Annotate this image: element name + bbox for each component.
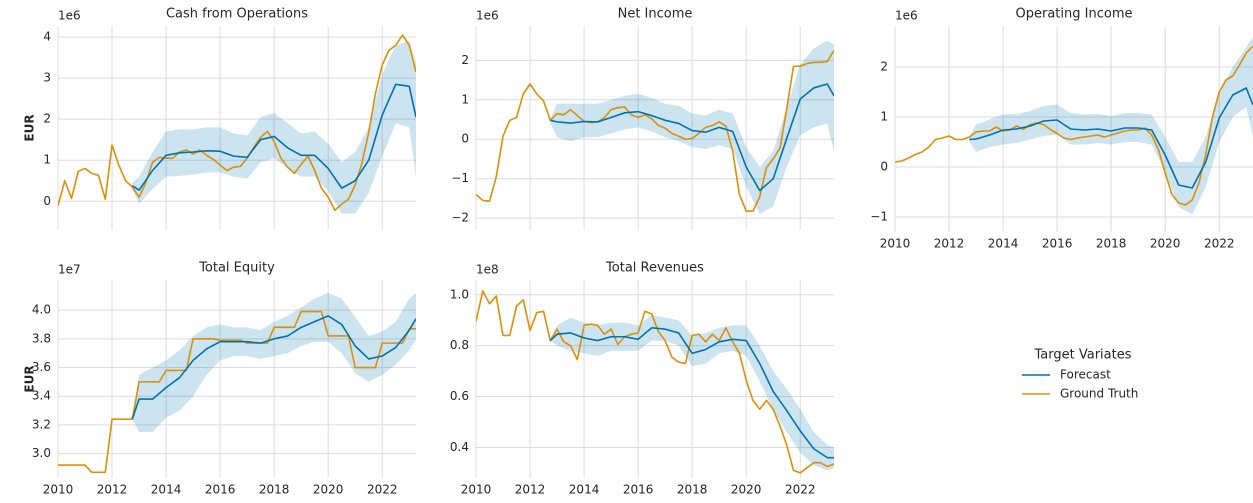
y-tick-label: 0.6 [450, 389, 469, 403]
x-tick-label: 2012 [934, 237, 965, 251]
x-tick-label: 2010 [43, 483, 74, 497]
offset-text: 1e7 [58, 263, 81, 277]
x-tick-label: 2016 [205, 483, 236, 497]
subplot-title: Operating Income [1016, 7, 1133, 22]
offset-text: 1e6 [58, 9, 81, 23]
confidence-band [132, 292, 416, 433]
y-tick-label: 3 [43, 71, 51, 85]
x-tick-label: 2022 [367, 483, 398, 497]
series-line [895, 45, 1253, 206]
series-line [131, 83, 416, 191]
offset-text: 1e6 [476, 9, 499, 23]
y-tick-label: 1 [880, 110, 888, 124]
offset-text: 1e8 [476, 263, 499, 277]
x-tick-label: 2022 [1204, 237, 1235, 251]
x-tick-label: 2022 [785, 483, 816, 497]
x-tick-label: 2020 [731, 483, 762, 497]
series-line [476, 50, 834, 212]
y-tick-label: −1 [451, 171, 469, 185]
confidence-band [132, 41, 416, 214]
y-tick-label: 3.0 [32, 446, 51, 460]
x-tick-label: 2018 [259, 483, 290, 497]
y-tick-label: −1 [870, 210, 888, 224]
y-tick-label: 2 [461, 53, 469, 67]
x-tick-label: 2016 [1042, 237, 1073, 251]
x-tick-label: 2018 [1096, 237, 1127, 251]
y-axis-label: EUR [23, 365, 37, 392]
y-tick-label: 3.4 [32, 389, 51, 403]
series-line [131, 315, 416, 420]
y-tick-label: 0.4 [450, 440, 469, 454]
x-tick-label: 2010 [461, 483, 492, 497]
legend-label: Forecast [1060, 368, 1111, 382]
x-tick-label: 2012 [97, 483, 128, 497]
y-tick-label: 0 [880, 160, 888, 174]
series-line [58, 34, 416, 212]
series-line [476, 290, 834, 474]
y-tick-label: 1 [461, 92, 469, 106]
y-tick-label: 1.0 [450, 287, 469, 301]
subplot-title: Total Equity [198, 261, 275, 276]
x-tick-label: 2018 [677, 483, 708, 497]
legend-title: Target Variates [1034, 348, 1132, 363]
y-tick-label: 0 [461, 132, 469, 146]
y-tick-label: 1 [43, 153, 51, 167]
series-line [549, 327, 834, 459]
x-tick-label: 2012 [515, 483, 546, 497]
confidence-band [550, 315, 834, 471]
x-tick-label: 2014 [569, 483, 600, 497]
y-tick-label: 4.0 [32, 303, 51, 317]
x-tick-label: 2014 [988, 237, 1019, 251]
y-tick-label: 2 [880, 60, 888, 74]
y-tick-label: 3.8 [32, 331, 51, 345]
series-line [969, 87, 1253, 189]
y-axis-label: EUR [23, 114, 37, 141]
x-tick-label: 2010 [880, 237, 911, 251]
x-tick-label: 2014 [151, 483, 182, 497]
y-tick-label: 4 [43, 30, 51, 44]
legend-label: Ground Truth [1060, 387, 1138, 401]
y-tick-label: −2 [451, 211, 469, 225]
y-tick-label: 0.8 [450, 338, 469, 352]
subplot-title: Total Revenues [605, 261, 704, 276]
series-line [58, 310, 416, 474]
x-tick-label: 2020 [1150, 237, 1181, 251]
y-tick-label: 0 [43, 194, 51, 208]
y-tick-label: 2 [43, 112, 51, 126]
confidence-band [969, 37, 1253, 215]
x-tick-label: 2020 [313, 483, 344, 497]
series-line [550, 83, 834, 192]
offset-text: 1e6 [895, 9, 918, 23]
confidence-band [550, 40, 834, 215]
y-tick-label: 3.2 [32, 417, 51, 431]
subplot-title: Net Income [618, 7, 693, 22]
subplot-title: Cash from Operations [166, 7, 308, 22]
x-tick-label: 2016 [623, 483, 654, 497]
y-tick-label: 3.6 [32, 360, 51, 374]
